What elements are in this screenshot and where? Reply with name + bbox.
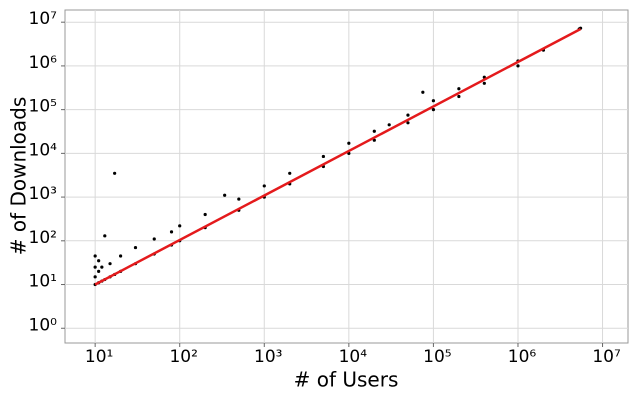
y-tick-label: 10⁷ <box>29 9 58 29</box>
x-tick-label: 10⁶ <box>508 347 537 367</box>
x-tick-label: 10⁴ <box>339 347 368 367</box>
x-axis-title: # of Users <box>294 368 399 392</box>
y-tick-label: 10¹ <box>29 272 57 292</box>
y-tick-label: 10⁵ <box>29 97 57 117</box>
point <box>482 81 486 85</box>
plot-frame <box>64 9 629 344</box>
point <box>347 141 351 145</box>
point <box>108 262 112 266</box>
point <box>457 94 461 99</box>
point <box>93 275 97 279</box>
y-tick-label: 10² <box>29 228 57 248</box>
point <box>431 108 436 112</box>
point <box>387 123 391 127</box>
point <box>321 154 325 159</box>
x-tick-label: 10³ <box>254 347 282 367</box>
point <box>516 64 520 68</box>
point <box>119 254 123 258</box>
point <box>223 193 227 197</box>
point <box>421 90 425 94</box>
point <box>152 237 156 241</box>
point <box>178 224 182 228</box>
point <box>262 184 266 188</box>
fit-line <box>94 27 582 286</box>
point <box>372 129 376 133</box>
point <box>93 254 97 258</box>
point <box>97 269 101 273</box>
point <box>113 171 117 175</box>
point <box>203 212 207 217</box>
point <box>237 197 241 201</box>
point <box>431 99 436 103</box>
y-tick-label: 10³ <box>29 184 57 204</box>
point <box>406 121 410 125</box>
y-tick-label: 10⁰ <box>29 315 58 335</box>
point <box>97 259 101 263</box>
x-tick-label: 10⁷ <box>592 347 621 367</box>
y-tick-label: 10⁶ <box>29 53 58 73</box>
x-tick-label: 10¹ <box>85 347 113 367</box>
y-axis-title: # of Downloads <box>7 97 31 256</box>
y-tick-label: 10⁴ <box>29 140 58 160</box>
point <box>100 265 104 269</box>
point <box>133 245 138 250</box>
point <box>406 113 410 117</box>
point <box>93 265 97 269</box>
point <box>169 230 174 234</box>
x-tick-label: 10⁵ <box>423 347 451 367</box>
point <box>457 87 461 91</box>
point <box>103 234 107 238</box>
point <box>288 171 292 175</box>
x-tick-label: 10² <box>169 347 197 367</box>
